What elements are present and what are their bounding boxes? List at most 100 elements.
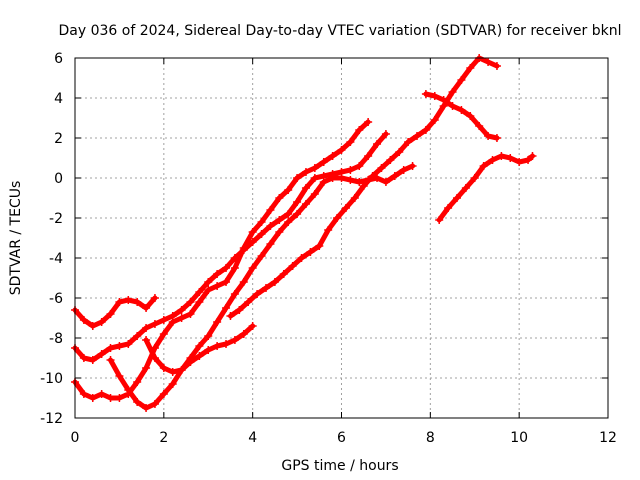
y-tick-label: -8 <box>49 331 63 347</box>
data-series <box>71 54 537 412</box>
data-point <box>222 278 231 286</box>
data-point <box>355 162 364 170</box>
data-point <box>142 336 151 344</box>
y-tick-label: 2 <box>54 131 63 147</box>
data-point <box>195 352 204 360</box>
data-point <box>248 322 257 330</box>
data-point <box>97 390 106 398</box>
data-point <box>124 386 133 394</box>
data-point <box>470 174 479 182</box>
data-point <box>88 356 97 364</box>
y-tick-label: -4 <box>49 251 63 267</box>
data-point <box>97 350 106 358</box>
data-point <box>404 138 413 146</box>
data-point <box>226 312 235 320</box>
data-point <box>106 310 115 318</box>
series-arc-1 <box>71 118 373 402</box>
data-point <box>213 270 222 278</box>
data-point <box>213 282 222 290</box>
data-point <box>106 356 115 364</box>
data-point <box>319 178 328 186</box>
data-point <box>275 228 284 236</box>
data-point <box>124 296 133 304</box>
data-point <box>239 278 248 286</box>
data-point <box>230 336 239 344</box>
data-point <box>377 164 386 172</box>
data-point <box>97 318 106 326</box>
data-point <box>79 390 88 398</box>
data-point <box>524 156 533 164</box>
series-arc-5 <box>142 322 257 376</box>
data-point <box>466 64 475 72</box>
data-point <box>368 172 377 180</box>
data-point <box>88 394 97 402</box>
data-point <box>213 342 222 350</box>
data-point <box>186 298 195 306</box>
x-axis-label: GPS time / hours <box>281 458 398 474</box>
data-point <box>266 206 275 214</box>
data-point <box>115 342 124 350</box>
data-point <box>204 278 213 286</box>
data-point <box>528 152 537 160</box>
data-point <box>168 312 177 320</box>
x-tick-label: 8 <box>426 430 435 446</box>
data-point <box>115 372 124 380</box>
data-point <box>328 152 337 160</box>
data-point <box>79 316 88 324</box>
data-point <box>230 290 239 298</box>
data-point <box>284 218 293 226</box>
data-point <box>204 346 213 354</box>
data-point <box>355 178 364 186</box>
data-point <box>106 344 115 352</box>
axis-ticks: 0 2 4 6 8 10 12 -12 -10 -8 -6 -4 -2 0 2 4 6 <box>40 51 617 446</box>
data-point <box>350 194 359 202</box>
data-point <box>399 166 408 174</box>
data-point <box>488 156 497 164</box>
data-point <box>324 226 333 234</box>
y-tick-label: 6 <box>54 51 63 67</box>
x-tick-label: 4 <box>248 430 257 446</box>
data-point <box>346 176 355 184</box>
data-point <box>333 214 342 222</box>
y-axis-label: SDTVAR / TECUs <box>8 181 24 296</box>
data-point <box>186 358 195 366</box>
data-point <box>479 162 488 170</box>
data-point <box>421 90 430 98</box>
data-point <box>444 204 453 212</box>
data-point <box>355 126 364 134</box>
data-point <box>439 96 448 104</box>
data-point <box>466 112 475 120</box>
data-point <box>452 194 461 202</box>
data-point <box>497 152 506 160</box>
data-point <box>159 390 168 398</box>
data-point <box>222 304 231 312</box>
data-point <box>261 284 270 292</box>
y-tick-label: 4 <box>54 91 63 107</box>
data-point <box>279 270 288 278</box>
x-tick-label: 6 <box>337 430 346 446</box>
data-point <box>266 222 275 230</box>
series-trace <box>72 295 158 329</box>
data-point <box>390 172 399 180</box>
data-point <box>186 310 195 318</box>
series-arc-3 <box>71 294 159 330</box>
data-point <box>310 174 319 182</box>
data-point <box>230 254 239 262</box>
data-point <box>177 306 186 314</box>
data-point <box>284 186 293 194</box>
series-arc-4 <box>106 162 417 412</box>
data-point <box>364 118 373 126</box>
data-point <box>413 132 422 140</box>
data-point <box>408 162 417 170</box>
data-point <box>168 380 177 388</box>
data-point <box>248 238 257 246</box>
data-point <box>222 264 231 272</box>
data-point <box>150 400 159 408</box>
x-tick-label: 2 <box>159 430 168 446</box>
data-point <box>359 182 368 190</box>
data-point <box>310 164 319 172</box>
data-point <box>142 304 151 312</box>
data-point <box>150 294 159 302</box>
data-point <box>492 62 501 70</box>
y-tick-label: -12 <box>40 411 63 427</box>
